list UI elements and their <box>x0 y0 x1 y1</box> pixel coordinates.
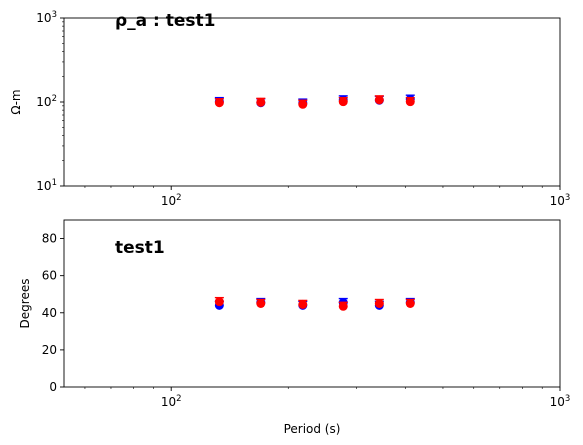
y-tick-label: 101 <box>36 178 57 193</box>
y-tick-label: 102 <box>36 94 57 109</box>
y-tick-label: 103 <box>36 10 57 25</box>
x-axis-label: Period (s) <box>284 422 341 436</box>
y-tick-label: 60 <box>42 269 57 283</box>
data-point <box>256 97 266 107</box>
x-tick-label: 103 <box>550 193 571 208</box>
y-axis-label: Degrees <box>18 279 32 329</box>
x-tick-label: 103 <box>550 394 571 409</box>
data-point <box>338 301 348 311</box>
data-point <box>214 98 224 108</box>
y-tick-label: 80 <box>42 232 57 246</box>
data-point <box>338 97 348 107</box>
data-point <box>298 299 308 309</box>
y-tick-label: 40 <box>42 306 57 320</box>
data-point <box>298 99 308 109</box>
x-tick-label: 102 <box>161 193 182 208</box>
panel-title: ρ_a : test1 <box>115 11 216 31</box>
data-point <box>405 97 415 107</box>
data-point <box>374 95 384 105</box>
y-tick-label: 0 <box>49 380 57 394</box>
data-point <box>256 299 266 308</box>
axes-frame <box>63 219 561 388</box>
data-point <box>374 299 384 308</box>
y-axis-label: Ω-m <box>9 89 23 114</box>
phase-panel: 102 103 0 20 40 60 80 test1 Degrees Period (s) <box>18 219 571 436</box>
data-point <box>214 297 224 307</box>
panel-title: test1 <box>115 238 165 258</box>
y-tick-label: 20 <box>42 343 57 357</box>
axes-frame <box>63 17 561 187</box>
x-tick-label: 102 <box>161 394 182 409</box>
apparent-resistivity-panel: 102 103 101 102 103 ρ_a : test1 Ω-m <box>9 10 570 208</box>
data-point <box>405 299 415 308</box>
